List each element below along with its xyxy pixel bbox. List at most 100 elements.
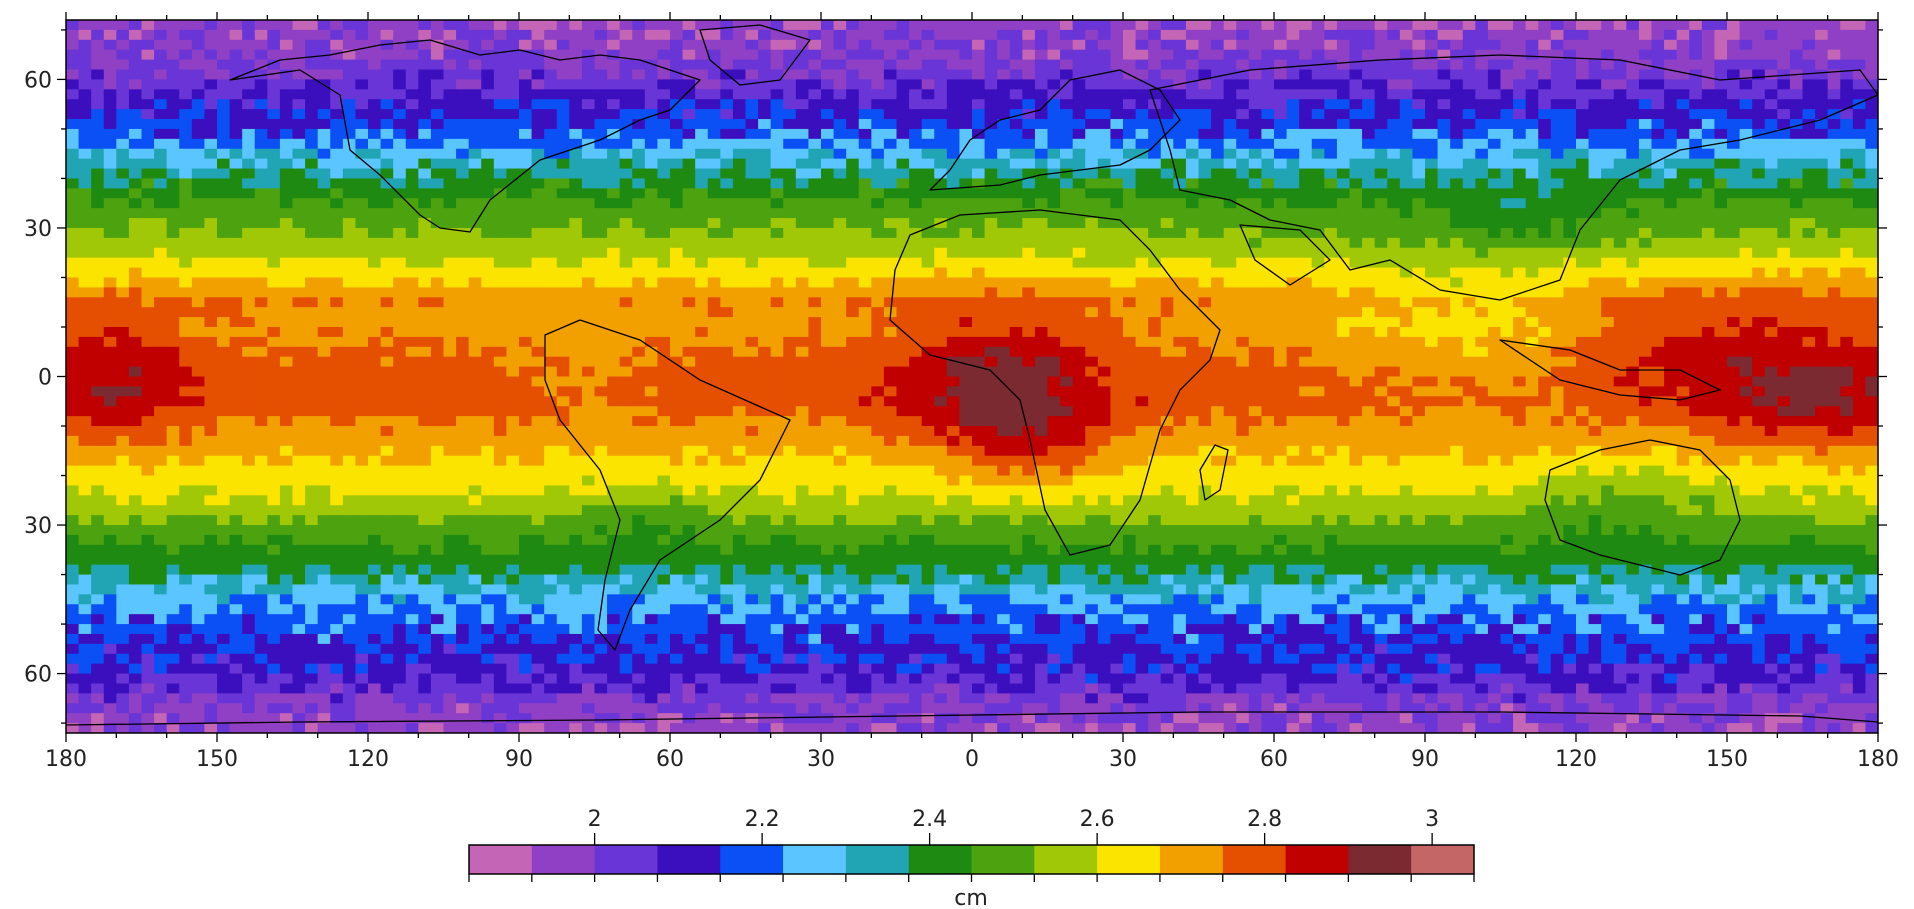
data-cell xyxy=(1374,178,1388,189)
data-cell xyxy=(66,336,80,348)
data-cell xyxy=(1362,257,1376,269)
data-cell xyxy=(1475,267,1489,279)
data-cell xyxy=(833,237,847,249)
data-cell xyxy=(1223,257,1237,269)
data-cell xyxy=(531,277,545,288)
data-cell xyxy=(116,178,130,189)
data-cell xyxy=(1563,89,1577,100)
data-cell xyxy=(1236,39,1250,51)
data-cell xyxy=(292,148,306,160)
data-cell xyxy=(1362,218,1376,229)
data-cell xyxy=(1601,79,1615,90)
data-cell xyxy=(1072,59,1086,71)
data-cell xyxy=(204,49,218,61)
data-cell xyxy=(78,20,92,31)
data-cell xyxy=(1223,168,1237,180)
data-cell xyxy=(858,307,872,318)
data-cell xyxy=(1802,287,1816,298)
data-cell xyxy=(1538,39,1552,51)
data-cell xyxy=(1160,168,1174,180)
data-cell xyxy=(1701,297,1716,308)
data-cell xyxy=(1286,69,1300,81)
data-cell xyxy=(1097,346,1112,358)
data-cell xyxy=(1173,158,1187,170)
data-cell xyxy=(317,128,331,140)
data-cell xyxy=(1022,59,1036,71)
data-cell xyxy=(946,326,961,338)
data-cell xyxy=(619,237,633,249)
data-cell xyxy=(1487,109,1502,120)
data-cell xyxy=(1550,158,1565,170)
data-cell xyxy=(456,277,470,288)
data-cell xyxy=(682,257,696,269)
data-cell xyxy=(519,158,533,170)
data-cell xyxy=(1789,128,1804,140)
data-cell xyxy=(569,79,583,90)
data-cell xyxy=(1185,119,1200,130)
data-cell xyxy=(909,208,923,219)
data-cell xyxy=(821,59,835,71)
data-cell xyxy=(443,336,457,348)
data-cell xyxy=(1525,326,1539,338)
data-cell xyxy=(1324,336,1338,348)
data-cell xyxy=(594,346,608,358)
data-cell xyxy=(1513,257,1527,269)
data-cell xyxy=(1198,128,1212,140)
data-cell xyxy=(229,257,243,269)
data-cell xyxy=(1299,158,1313,170)
data-cell xyxy=(921,59,935,71)
data-cell xyxy=(1576,89,1590,100)
data-cell xyxy=(946,356,961,368)
data-cell xyxy=(569,20,583,31)
data-cell xyxy=(808,59,822,71)
data-cell xyxy=(506,287,520,298)
data-cell xyxy=(1009,326,1023,338)
data-cell xyxy=(1425,158,1439,170)
data-cell xyxy=(732,138,747,150)
data-cell xyxy=(1412,317,1426,328)
data-cell xyxy=(1563,168,1577,180)
data-cell xyxy=(682,158,696,170)
data-cell xyxy=(883,168,898,180)
data-cell xyxy=(519,247,533,259)
data-cell xyxy=(1764,188,1778,199)
data-cell xyxy=(1701,79,1716,90)
data-cell xyxy=(1462,178,1476,189)
data-cell xyxy=(1676,346,1690,358)
data-cell xyxy=(607,128,621,140)
data-cell xyxy=(1097,39,1112,51)
data-cell xyxy=(1374,257,1388,269)
data-cell xyxy=(833,336,847,348)
data-cell xyxy=(594,20,608,31)
data-cell xyxy=(1752,287,1766,298)
data-cell xyxy=(342,317,357,328)
data-cell xyxy=(1802,49,1816,61)
data-cell xyxy=(883,208,898,219)
data-cell xyxy=(468,267,482,279)
data-cell xyxy=(997,79,1011,90)
data-cell xyxy=(191,178,206,189)
data-cell xyxy=(191,336,206,348)
data-cell xyxy=(1085,69,1099,81)
data-cell xyxy=(430,20,445,31)
data-cell xyxy=(1840,20,1854,31)
data-cell xyxy=(242,148,256,160)
data-cell xyxy=(430,277,445,288)
data-cell xyxy=(1374,227,1388,239)
data-cell xyxy=(821,227,835,239)
data-cell xyxy=(305,148,319,160)
data-cell xyxy=(921,336,935,348)
data-cell xyxy=(254,39,268,51)
data-cell xyxy=(355,59,369,71)
data-cell xyxy=(305,317,319,328)
data-cell xyxy=(1160,208,1174,219)
data-cell xyxy=(1374,247,1388,259)
data-cell xyxy=(1601,326,1615,338)
data-cell xyxy=(1387,208,1401,219)
data-cell xyxy=(1676,59,1690,71)
data-cell xyxy=(1789,218,1804,229)
data-cell xyxy=(1425,326,1439,338)
data-cell xyxy=(644,287,659,298)
data-cell xyxy=(1022,49,1036,61)
data-cell xyxy=(1689,99,1703,110)
